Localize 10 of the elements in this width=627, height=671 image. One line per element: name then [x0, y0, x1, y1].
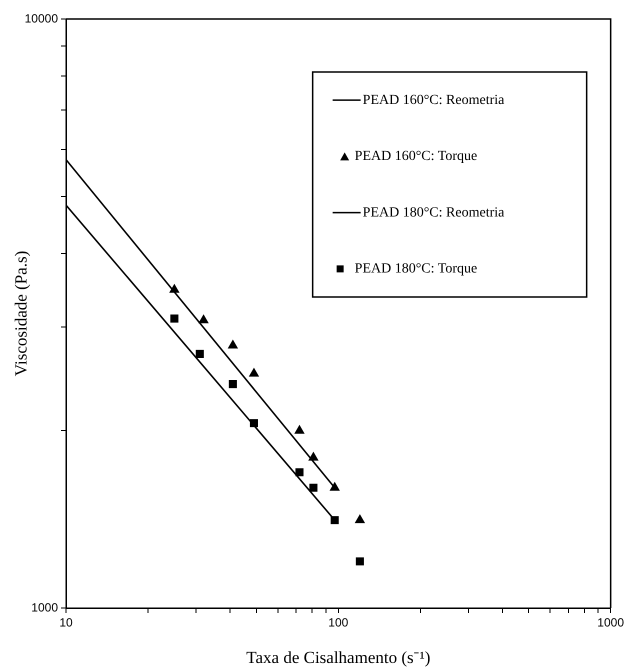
legend-label: PEAD 160°C: Torque — [354, 149, 478, 164]
y-axis-title: Viscosidade (Pa.s) — [11, 250, 30, 376]
x-tick-label: 1000 — [597, 616, 624, 630]
legend-label: PEAD 160°C: Reometria — [362, 92, 506, 108]
x-tick-label: 10 — [59, 616, 73, 630]
x-tick-label: 100 — [328, 616, 349, 630]
legend-label: PEAD 180°C: Reometria — [362, 205, 506, 220]
x-axis-title: Taxa de Cisalhamento (s⁻¹) — [246, 648, 430, 667]
legend-label: PEAD 180°C: Torque — [354, 262, 478, 277]
y-tick-label: 10000 — [24, 11, 58, 26]
